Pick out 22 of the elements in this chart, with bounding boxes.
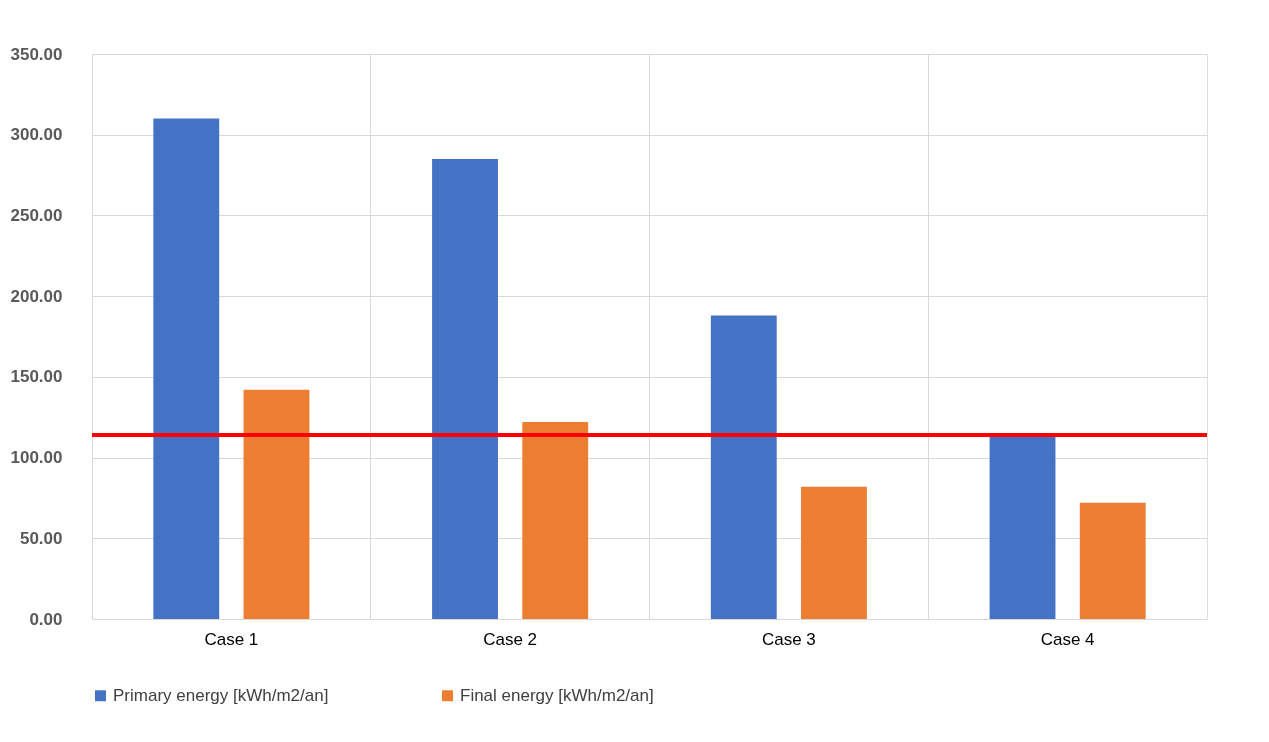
y-tick-label: 50.00 (19, 528, 63, 548)
y-tick-label: 150.00 (10, 367, 63, 387)
bar (243, 389, 310, 619)
y-tick-label: 250.00 (10, 205, 63, 225)
bar (989, 436, 1056, 619)
bar (522, 422, 589, 619)
x-tick-label: Case 4 (1040, 629, 1095, 649)
legend-label: Final energy [kWh/m2/an] (460, 685, 654, 705)
x-tick-label: Case 2 (483, 629, 538, 649)
bar (1079, 502, 1146, 619)
bar (801, 486, 867, 619)
bar (153, 118, 220, 619)
legend-label: Primary energy [kWh/m2/an] (113, 685, 329, 705)
y-tick-label: 200.00 (10, 286, 63, 306)
x-tick-label: Case 1 (204, 629, 259, 649)
y-tick-label: 300.00 (10, 125, 63, 145)
y-tick-label: 0.00 (29, 609, 63, 629)
y-tick-label: 100.00 (10, 448, 63, 468)
bar (710, 315, 777, 619)
x-tick-label: Case 3 (761, 629, 816, 649)
bar (432, 158, 498, 619)
y-tick-label: 350.00 (10, 44, 63, 64)
